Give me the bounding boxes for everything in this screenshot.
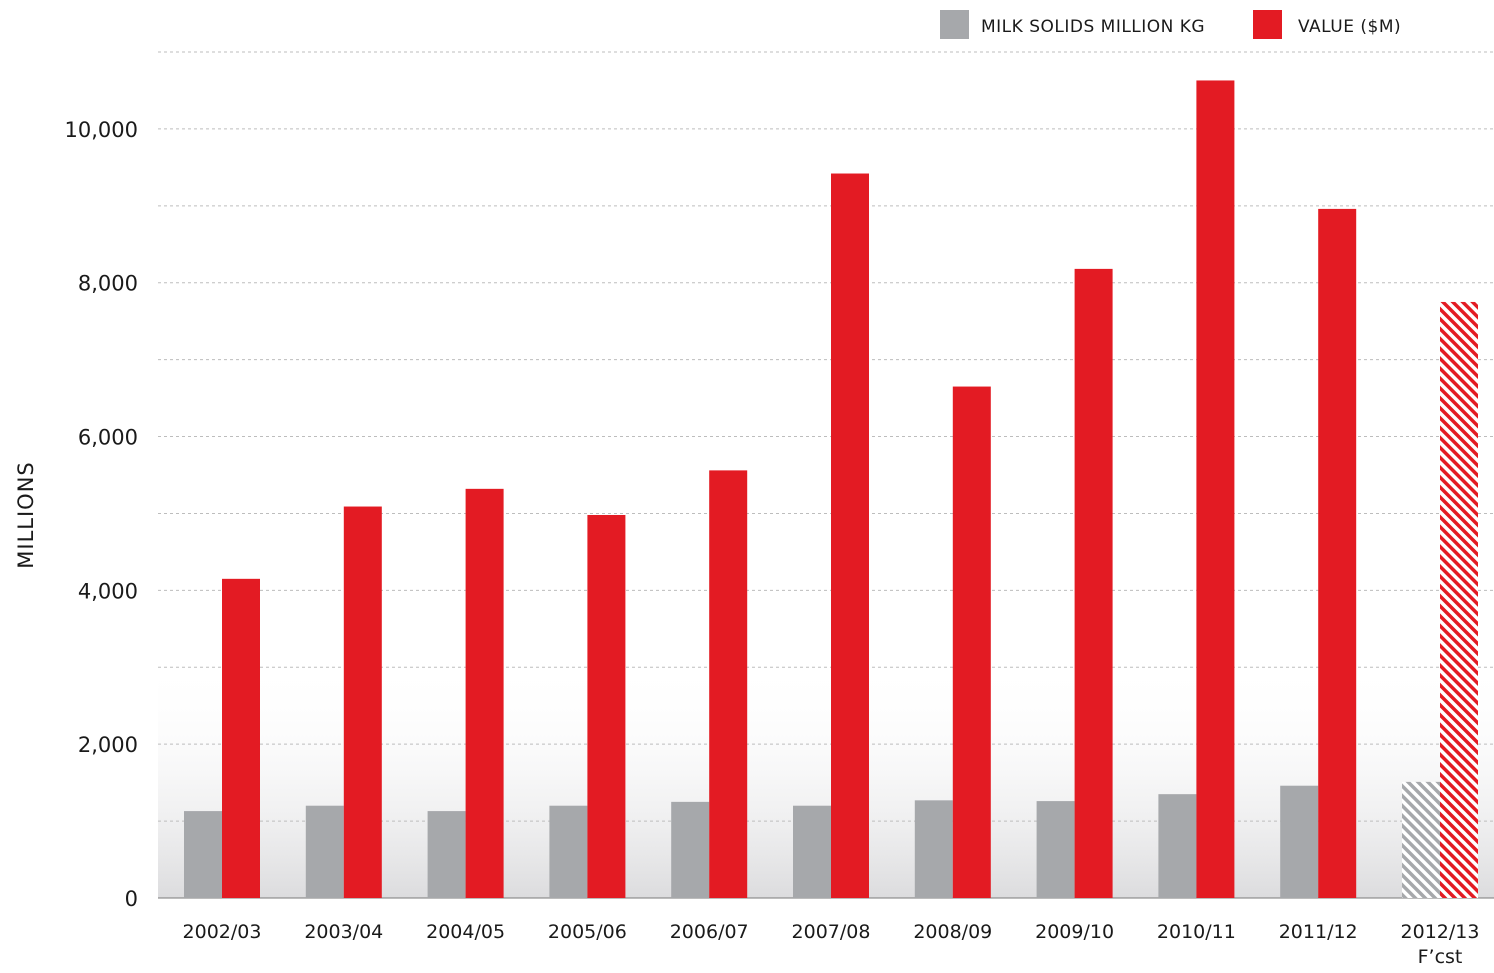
bar-value xyxy=(1196,80,1235,898)
y-tick-label: 10,000 xyxy=(65,118,138,142)
legend-label-milk: MILK SOLIDS MILLION KG xyxy=(981,17,1205,37)
x-category-label: F’cst xyxy=(1418,946,1463,968)
bar-value xyxy=(343,506,382,898)
bar-milk-solids xyxy=(1402,781,1440,898)
x-category-label: 2005/06 xyxy=(548,921,627,943)
bar-value xyxy=(587,514,626,898)
bar-milk-solids xyxy=(1036,801,1075,898)
y-tick-label: 0 xyxy=(125,887,138,911)
x-category-label: 2007/08 xyxy=(792,921,871,943)
bar-milk-solids xyxy=(184,811,222,898)
bar-value xyxy=(1318,208,1357,899)
legend: MILK SOLIDS MILLION KG VALUE ($M) xyxy=(940,10,1401,39)
bar-milk-solids xyxy=(427,811,466,898)
bar-milk-solids xyxy=(1280,785,1319,898)
bar-value xyxy=(952,386,991,898)
bar-milk-solids xyxy=(305,805,344,898)
y-tick-label: 4,000 xyxy=(78,579,138,603)
x-category-label: 2003/04 xyxy=(304,921,383,943)
bar-milk-solids xyxy=(671,801,710,898)
legend-swatch-value xyxy=(1253,10,1282,39)
x-category-labels: 2002/03 2003/04 2004/05 2005/06 2006/07 2007/… xyxy=(183,921,1480,968)
bar-value xyxy=(465,488,504,898)
bar-milk-solids xyxy=(549,805,588,898)
y-tick-label: 2,000 xyxy=(78,733,138,757)
x-category-label: 2002/03 xyxy=(183,921,262,943)
y-tick-label: 8,000 xyxy=(78,272,138,296)
x-category-label: 2008/09 xyxy=(913,921,992,943)
x-category-label: 2009/10 xyxy=(1035,921,1114,943)
bar-milk-solids xyxy=(793,805,831,898)
legend-label-value: VALUE ($M) xyxy=(1298,17,1401,37)
bars xyxy=(184,80,1478,899)
x-category-label: 2010/11 xyxy=(1157,921,1236,943)
bar-value xyxy=(222,578,260,898)
bar-value xyxy=(1440,301,1478,898)
x-category-label: 2011/12 xyxy=(1279,921,1358,943)
bar-milk-solids xyxy=(1158,794,1197,898)
y-axis-title: MILLIONS xyxy=(14,461,38,568)
legend-swatch-milk xyxy=(940,10,969,39)
y-tick-labels: 0 2,000 4,000 6,000 8,000 10,000 xyxy=(65,118,138,911)
x-category-label: 2012/13 xyxy=(1401,921,1480,943)
bar-value xyxy=(831,173,869,898)
bar-value xyxy=(709,470,748,898)
bar-milk-solids xyxy=(914,800,953,898)
x-category-label: 2006/07 xyxy=(670,921,749,943)
x-category-label: 2004/05 xyxy=(426,921,505,943)
bar-value xyxy=(1074,268,1113,898)
y-tick-label: 6,000 xyxy=(78,426,138,450)
